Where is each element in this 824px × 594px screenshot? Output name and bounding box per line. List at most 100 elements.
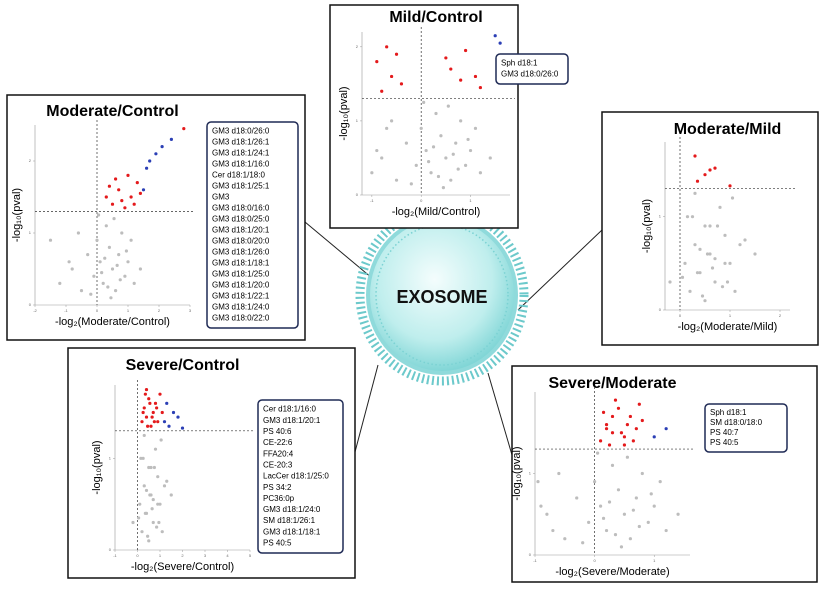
- point: [390, 119, 394, 123]
- point: [464, 48, 468, 53]
- point: [107, 184, 111, 188]
- point: [616, 488, 621, 492]
- point: [449, 67, 453, 71]
- point: [598, 439, 603, 443]
- point: [67, 260, 71, 264]
- point: [728, 184, 732, 188]
- x-tick-label: 0: [679, 313, 682, 318]
- panel-frame: [601, 111, 819, 346]
- point: [380, 156, 384, 160]
- point: [631, 439, 635, 443]
- connector: [517, 229, 603, 311]
- point: [123, 206, 127, 210]
- point: [498, 41, 502, 45]
- point: [698, 271, 702, 275]
- point: [424, 148, 428, 153]
- point: [394, 52, 399, 56]
- annotation: SM d18:0/18:0: [710, 418, 763, 427]
- y-tick-label: 0: [659, 307, 662, 312]
- point: [610, 431, 615, 435]
- point: [110, 202, 115, 206]
- point: [581, 541, 585, 545]
- x-tick-label: 5: [249, 553, 252, 558]
- annotation: GM3 d18:1/20:1: [212, 226, 270, 235]
- point: [456, 167, 460, 171]
- point: [375, 148, 379, 153]
- connector: [487, 372, 513, 456]
- point: [147, 465, 151, 470]
- annotation-box: [495, 53, 569, 85]
- point: [607, 500, 612, 504]
- panel-title: Moderate/Control: [46, 103, 178, 120]
- point: [587, 520, 591, 525]
- x-tick-label: 3: [204, 553, 207, 558]
- point: [676, 512, 680, 516]
- point: [180, 426, 185, 430]
- point: [142, 484, 146, 488]
- point: [693, 154, 697, 158]
- exosome: EXOSOME: [355, 204, 529, 386]
- x-axis-label: -log₂(Severe/Control): [131, 561, 234, 573]
- point: [144, 488, 149, 493]
- point: [101, 281, 105, 285]
- x-tick-label: 3: [189, 308, 192, 313]
- point: [152, 465, 156, 470]
- point: [148, 493, 152, 497]
- x-tick-label: 0: [420, 198, 423, 203]
- point: [120, 199, 124, 203]
- point: [473, 74, 478, 79]
- point: [715, 224, 720, 228]
- point: [610, 414, 615, 419]
- point: [664, 427, 668, 431]
- point: [419, 126, 423, 130]
- point: [385, 45, 389, 49]
- point: [162, 484, 167, 488]
- x-tick-label: 1: [159, 553, 162, 558]
- point: [146, 534, 150, 538]
- point: [720, 285, 725, 289]
- point: [713, 257, 717, 261]
- annotation: Cer d18:1/16:0: [263, 405, 316, 414]
- point: [155, 406, 159, 410]
- point: [668, 280, 672, 284]
- x-tick-label: 0: [593, 558, 596, 563]
- point: [95, 238, 99, 242]
- point: [695, 271, 700, 275]
- annotation: GM3 d18:1/26:1: [212, 138, 270, 147]
- point: [441, 185, 445, 190]
- point: [634, 496, 638, 500]
- point: [738, 243, 742, 247]
- point: [150, 507, 154, 511]
- point: [680, 275, 685, 279]
- x-tick-label: -1: [370, 198, 374, 203]
- center-label: EXOSOME: [396, 287, 487, 307]
- point: [658, 480, 662, 484]
- point: [708, 224, 712, 228]
- point: [422, 100, 426, 104]
- point: [70, 267, 74, 271]
- point: [126, 260, 130, 264]
- point: [436, 174, 441, 179]
- point: [446, 104, 450, 108]
- y-axis-label: -log₁₀(pval): [511, 446, 523, 500]
- point: [695, 179, 700, 183]
- point: [156, 475, 160, 479]
- point: [451, 152, 455, 156]
- point: [109, 296, 113, 300]
- x-tick-label: 0: [96, 308, 99, 313]
- point: [625, 423, 630, 427]
- point: [120, 231, 124, 235]
- point: [622, 435, 627, 439]
- point: [132, 281, 136, 285]
- point: [478, 171, 482, 175]
- point: [138, 191, 142, 195]
- point: [640, 418, 644, 423]
- point: [160, 410, 164, 415]
- point: [169, 137, 173, 141]
- point: [390, 74, 394, 79]
- point: [160, 145, 164, 149]
- x-tick-label: 2: [181, 553, 184, 558]
- point: [625, 455, 630, 459]
- point: [640, 471, 644, 476]
- point: [688, 289, 692, 293]
